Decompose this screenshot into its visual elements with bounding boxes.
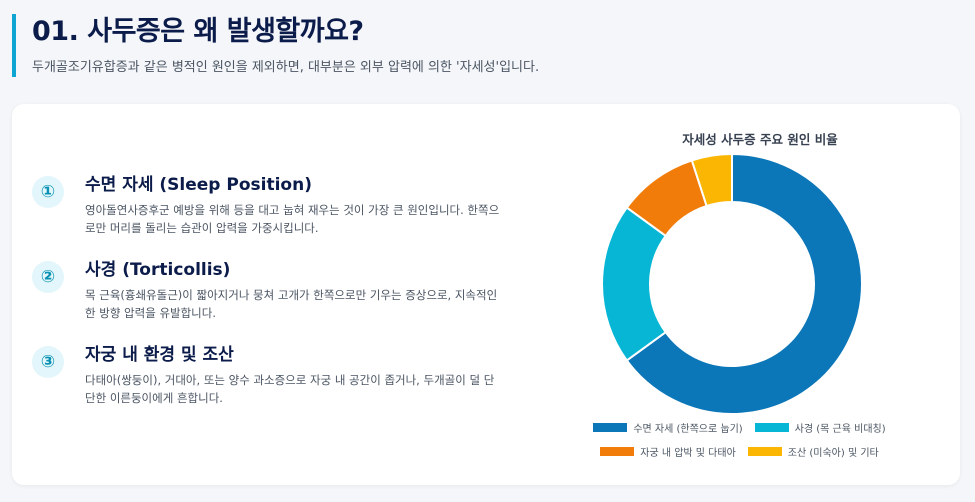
donut-slice — [601, 206, 668, 362]
cause-description: 다태아(쌍둥이), 거대아, 또는 양수 과소증으로 자궁 내 공간이 좁거나,… — [85, 373, 495, 405]
legend-row: 자궁 내 압박 및 다태아 조산 (미숙아) 및 기타 — [567, 444, 912, 459]
legend-item: 수면 자세 (한쪽으로 눕기) — [593, 420, 743, 435]
cause-number-badge: ① — [32, 176, 64, 208]
cause-item: ③ 자궁 내 환경 및 조산 다태아(쌍둥이), 거대아, 또는 양수 과소증으… — [32, 344, 502, 407]
cause-description: 영아돌연사증후군 예방을 위해 등을 대고 눕혀 재우는 것이 가장 큰 원인입… — [85, 203, 500, 235]
page-subtitle: 두개골조기유합증과 같은 병적인 원인을 제외하면, 대부분은 외부 압력에 의… — [32, 60, 540, 75]
cause-title: 수면 자세 (Sleep Position) — [85, 175, 312, 195]
cause-item: ① 수면 자세 (Sleep Position) 영아돌연사증후군 예방을 위해… — [32, 174, 502, 237]
legend-swatch — [747, 447, 782, 456]
cause-number-badge: ② — [32, 261, 64, 293]
legend-label: 자궁 내 압박 및 다태아 — [640, 448, 736, 459]
legend-item: 사경 (목 근육 비대칭) — [754, 420, 886, 435]
legend-label: 수면 자세 (한쪽으로 눕기) — [633, 424, 743, 435]
cause-number-badge: ③ — [32, 346, 64, 378]
legend-label: 사경 (목 근육 비대칭) — [794, 424, 886, 435]
legend-swatch — [754, 423, 789, 432]
donut-slice — [625, 152, 863, 415]
legend-swatch — [600, 447, 635, 456]
cause-list: ① 수면 자세 (Sleep Position) 영아돌연사증후군 예방을 위해… — [32, 174, 502, 429]
page-header: 01. 사두증은 왜 발생할까요? 두개골조기유합증과 같은 병적인 원인을 제… — [12, 14, 539, 77]
legend-item: 조산 (미숙아) 및 기타 — [747, 444, 879, 459]
donut-chart — [601, 152, 863, 415]
cause-title: 사경 (Torticollis) — [85, 260, 231, 280]
legend-swatch — [593, 423, 628, 432]
legend-item: 자궁 내 압박 및 다태아 — [600, 444, 736, 459]
cause-item: ② 사경 (Torticollis) 목 근육(흉쇄유돌근)이 짧아지거나 뭉쳐… — [32, 259, 502, 322]
donut-slice — [690, 152, 733, 208]
chart-title: 자세성 사두증 주요 원인 비율 — [682, 132, 838, 147]
content-card: ① 수면 자세 (Sleep Position) 영아돌연사증후군 예방을 위해… — [12, 104, 960, 485]
page-title: 01. 사두증은 왜 발생할까요? — [32, 16, 364, 47]
cause-title: 자궁 내 환경 및 조산 — [85, 345, 234, 365]
chart-legend: 수면 자세 (한쪽으로 눕기) 사경 (목 근육 비대칭) 자궁 내 압박 및 … — [567, 420, 912, 468]
legend-label: 조산 (미숙아) 및 기타 — [787, 448, 879, 459]
cause-description: 목 근육(흉쇄유돌근)이 짧아지거나 뭉쳐 고개가 한쪽으로만 기우는 증상으로… — [85, 288, 498, 320]
legend-row: 수면 자세 (한쪽으로 눕기) 사경 (목 근육 비대칭) — [567, 420, 912, 435]
